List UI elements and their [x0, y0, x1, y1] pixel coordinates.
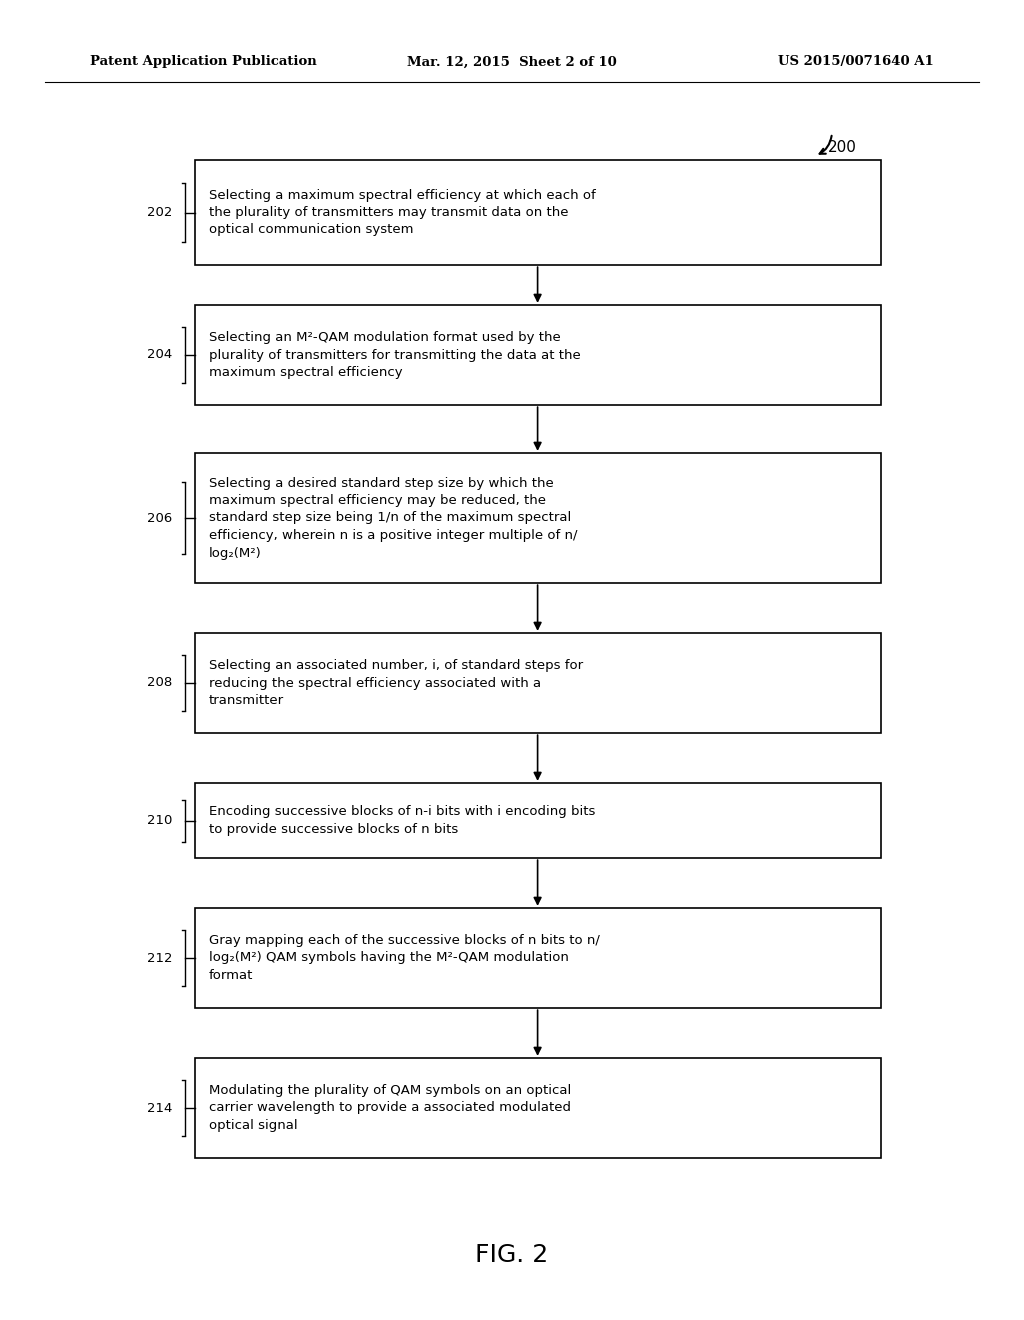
Text: US 2015/0071640 A1: US 2015/0071640 A1 — [778, 55, 934, 69]
Text: Selecting a desired standard step size by which the
maximum spectral efficiency : Selecting a desired standard step size b… — [209, 477, 578, 560]
Bar — [195, 453, 881, 583]
Bar — [195, 305, 881, 405]
Text: FIG. 2: FIG. 2 — [475, 1243, 549, 1267]
Text: Selecting an associated number, i, of standard steps for
reducing the spectral e: Selecting an associated number, i, of st… — [209, 659, 583, 708]
Text: Patent Application Publication: Patent Application Publication — [90, 55, 316, 69]
Text: Encoding successive blocks of n-i bits with i encoding bits
to provide successiv: Encoding successive blocks of n-i bits w… — [209, 805, 595, 836]
Text: 202: 202 — [147, 206, 173, 219]
Bar — [195, 783, 881, 858]
Bar — [195, 160, 881, 265]
Text: Selecting a maximum spectral efficiency at which each of
the plurality of transm: Selecting a maximum spectral efficiency … — [209, 189, 595, 236]
Bar — [195, 634, 881, 733]
Text: 206: 206 — [147, 511, 173, 524]
Bar — [195, 908, 881, 1008]
Text: Gray mapping each of the successive blocks of n bits to n/
log₂(M²) QAM symbols : Gray mapping each of the successive bloc… — [209, 935, 599, 982]
Text: 200: 200 — [828, 140, 857, 156]
Text: Modulating the plurality of QAM symbols on an optical
carrier wavelength to prov: Modulating the plurality of QAM symbols … — [209, 1084, 570, 1133]
Bar — [195, 1059, 881, 1158]
Text: 208: 208 — [147, 676, 173, 689]
Text: Mar. 12, 2015  Sheet 2 of 10: Mar. 12, 2015 Sheet 2 of 10 — [408, 55, 616, 69]
Text: 214: 214 — [147, 1101, 173, 1114]
Text: 204: 204 — [147, 348, 173, 362]
Text: 212: 212 — [147, 952, 173, 965]
Text: 210: 210 — [147, 814, 173, 828]
Text: Selecting an M²-QAM modulation format used by the
plurality of transmitters for : Selecting an M²-QAM modulation format us… — [209, 331, 581, 379]
